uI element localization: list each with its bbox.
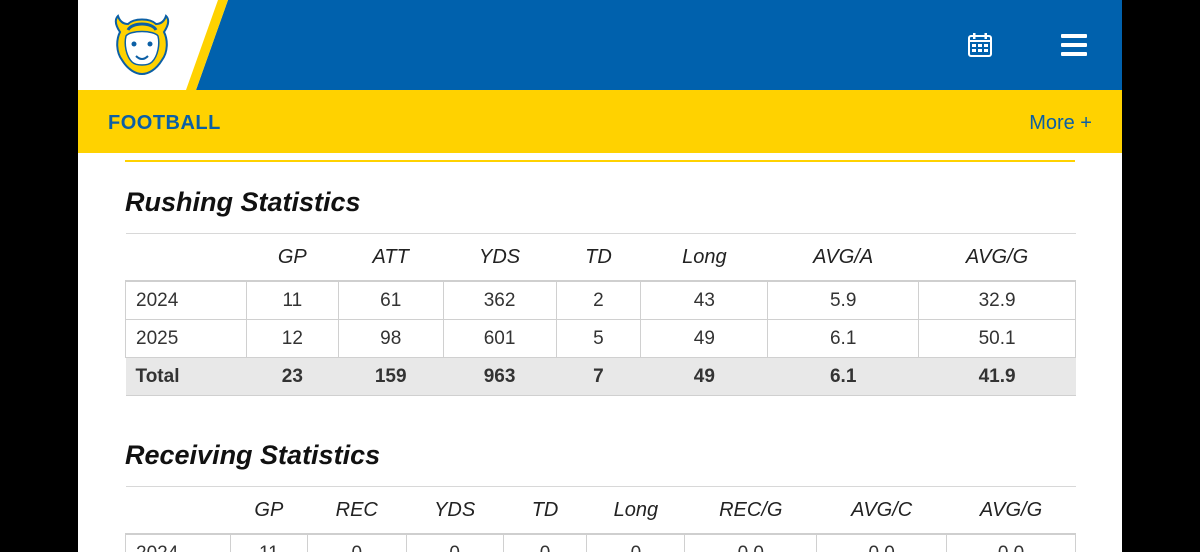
bison-logo-icon	[114, 14, 170, 76]
total-row: Total 23 159 963 7 49 6.1 41.9	[125, 357, 1076, 396]
column-header[interactable]: AVG/G	[918, 233, 1076, 282]
divider	[125, 160, 1075, 162]
stat-cell: 0	[306, 533, 407, 552]
total-cell: 6.1	[767, 357, 919, 396]
menu-button[interactable]	[1060, 30, 1090, 60]
stat-cell: 11	[229, 533, 308, 552]
stat-cell: 6.1	[767, 319, 920, 358]
table-row: 2025 12 98 601 5 49 6.1 50.1	[125, 319, 1076, 358]
table-header-row: GP REC YDS TD Long REC/G AVG/C AVG/G	[125, 486, 1076, 535]
column-header[interactable]: GP	[230, 486, 308, 535]
stat-cell: 0.0	[816, 533, 948, 552]
stat-cell: 0	[405, 533, 504, 552]
column-header[interactable]: Long	[586, 486, 685, 535]
total-cell: 963	[443, 357, 557, 396]
rushing-table: GP ATT YDS TD Long AVG/A AVG/G 2024 11 6…	[125, 233, 1076, 396]
stat-cell: 5.9	[767, 280, 920, 320]
column-header[interactable]: YDS	[443, 233, 557, 282]
column-header[interactable]: YDS	[406, 486, 504, 535]
calendar-button[interactable]	[966, 30, 996, 60]
stat-cell: 61	[337, 280, 444, 320]
stat-cell: 362	[442, 280, 557, 320]
stat-cell: 0	[502, 533, 588, 552]
table-row: 2024 11 0 0 0 0 0.0 0.0 0.0	[125, 533, 1076, 552]
page: FOOTBALL More + Rushing Statistics GP AT…	[78, 0, 1122, 552]
total-cell: 41.9	[918, 357, 1076, 396]
hamburger-menu-icon	[1061, 34, 1087, 56]
column-header[interactable]: AVG/G	[946, 486, 1076, 535]
column-header[interactable]: REC/G	[684, 486, 817, 535]
column-header[interactable]: GP	[246, 233, 339, 282]
stat-cell: 12	[245, 319, 339, 358]
total-cell: 7	[556, 357, 641, 396]
season-cell: 2025	[125, 319, 247, 358]
stat-cell: 43	[640, 280, 769, 320]
rushing-title: Rushing Statistics	[125, 187, 361, 217]
stat-cell: 11	[245, 280, 339, 320]
top-header-bar	[78, 0, 1122, 90]
stat-cell: 98	[337, 319, 444, 358]
stat-cell: 50.1	[918, 319, 1076, 358]
table-row: 2024 11 61 362 2 43 5.9 32.9	[125, 280, 1076, 320]
column-header[interactable]: TD	[556, 233, 641, 282]
column-header[interactable]: TD	[503, 486, 587, 535]
sport-nav-bar: FOOTBALL More +	[78, 90, 1122, 153]
stat-cell: 0.0	[684, 533, 818, 552]
column-header[interactable]: ATT	[338, 233, 444, 282]
stat-cell: 5	[555, 319, 642, 358]
total-cell: 159	[338, 357, 444, 396]
logo-panel	[78, 0, 1122, 90]
bison-logo[interactable]	[110, 12, 174, 78]
stat-cell: 32.9	[918, 280, 1076, 320]
column-header[interactable]	[125, 486, 231, 535]
receiving-table: GP REC YDS TD Long REC/G AVG/C AVG/G 202…	[125, 486, 1076, 552]
stat-cell: 49	[640, 319, 769, 358]
column-header[interactable]: REC	[307, 486, 407, 535]
column-header[interactable]: AVG/C	[816, 486, 947, 535]
calendar-icon	[968, 33, 992, 57]
column-header[interactable]	[125, 233, 247, 282]
stat-cell: 601	[442, 319, 557, 358]
total-cell: 49	[640, 357, 768, 396]
table-header-row: GP ATT YDS TD Long AVG/A AVG/G	[125, 233, 1076, 282]
stat-cell: 2	[555, 280, 642, 320]
season-cell: 2024	[125, 280, 247, 320]
sport-title[interactable]: FOOTBALL	[108, 112, 221, 134]
total-label: Total	[125, 357, 247, 396]
total-cell: 23	[246, 357, 339, 396]
stat-cell: 0.0	[946, 533, 1076, 552]
receiving-title: Receiving Statistics	[125, 440, 381, 470]
column-header[interactable]: AVG/A	[767, 233, 919, 282]
season-cell: 2024	[125, 533, 231, 552]
more-menu-link[interactable]: More +	[1029, 112, 1092, 134]
stat-cell: 0	[586, 533, 686, 552]
column-header[interactable]: Long	[640, 233, 768, 282]
